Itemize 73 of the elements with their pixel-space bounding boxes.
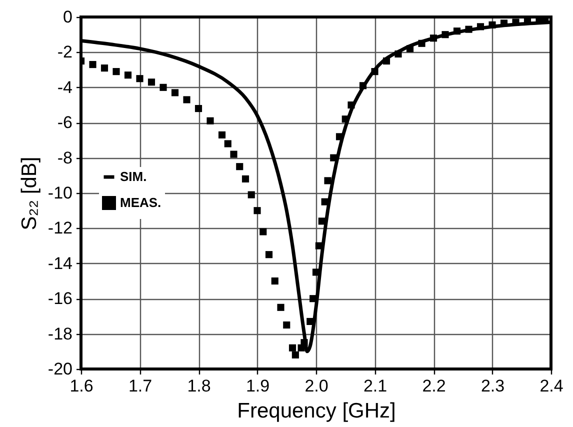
point (218, 131, 226, 138)
point (324, 177, 332, 184)
x-tick-label: 1.8 (187, 376, 211, 396)
x-axis-title: Frequency [GHz] (237, 400, 396, 422)
point (500, 20, 508, 27)
y-axis-title: S₂₂ [dB] (18, 156, 41, 230)
point (242, 175, 250, 182)
x-tick-label: 1.6 (70, 376, 94, 396)
x-tick-label: 2.0 (304, 376, 328, 396)
point (271, 277, 278, 285)
x-tick-label: 2.2 (422, 376, 446, 396)
point (330, 154, 338, 162)
point (171, 89, 179, 96)
point (371, 68, 378, 76)
point (265, 251, 273, 258)
point (342, 116, 349, 123)
point (406, 45, 414, 52)
point (359, 82, 367, 90)
point (310, 295, 317, 302)
y-tick-label: -16 (48, 289, 72, 308)
point (348, 101, 355, 109)
legend-label: SIM. (120, 169, 147, 184)
y-tick-label: -10 (48, 184, 72, 202)
point (236, 163, 244, 170)
x-tick-label: 2.1 (363, 376, 388, 396)
x-tick-label: 1.9 (246, 376, 270, 396)
point (124, 72, 132, 79)
x-tick-label: 2.4 (540, 376, 564, 396)
point (430, 34, 438, 42)
point (382, 57, 390, 65)
point (277, 304, 284, 311)
point (194, 104, 202, 112)
point (224, 140, 232, 148)
point (453, 28, 461, 35)
point (292, 351, 299, 358)
point (394, 50, 402, 58)
point (160, 84, 167, 91)
y-tick-label: -12 (48, 218, 72, 238)
x-tick-label: 1.7 (128, 376, 152, 396)
point (288, 344, 296, 352)
y-tick-label: -2 (57, 42, 72, 62)
y-tick-label: -4 (57, 78, 72, 97)
point (148, 78, 156, 86)
point (318, 218, 326, 225)
point (442, 31, 449, 38)
y-tick-label: -8 (57, 148, 72, 168)
point (230, 150, 238, 158)
point (112, 68, 120, 76)
point (136, 75, 144, 82)
point (89, 60, 96, 68)
y-tick-label: -20 (48, 360, 72, 378)
point (306, 318, 314, 326)
point (418, 40, 426, 47)
point (283, 321, 290, 329)
point (476, 23, 484, 30)
point (100, 64, 108, 72)
legend-label: MEAS. (120, 195, 162, 210)
point (254, 207, 261, 214)
x-tick-label: 2.3 (480, 376, 505, 396)
y-tick-label: -6 (57, 113, 72, 132)
y-tick-label: -14 (48, 254, 72, 273)
point (321, 198, 328, 206)
point (488, 21, 496, 28)
point (465, 26, 472, 33)
point (248, 191, 255, 198)
point (512, 18, 520, 26)
y-tick-label: 0 (63, 8, 72, 26)
point (300, 339, 308, 346)
point (206, 117, 214, 124)
point (260, 228, 267, 236)
point (315, 242, 322, 250)
point (183, 96, 190, 104)
y-tick-label: -18 (48, 324, 72, 344)
